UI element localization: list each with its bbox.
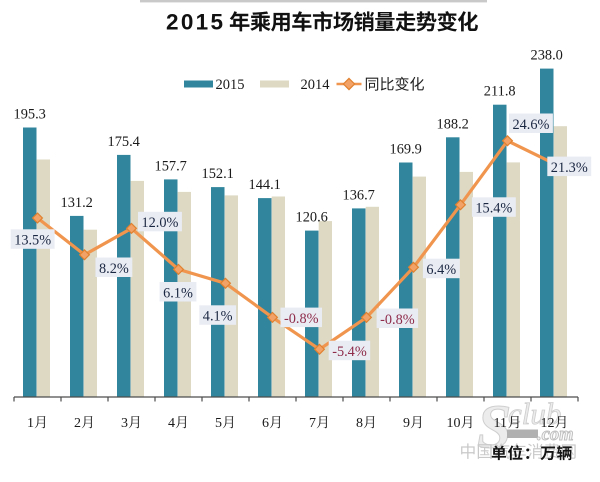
svg-text:136.7: 136.7 <box>343 187 375 203</box>
svg-text:12.0%: 12.0% <box>142 215 179 231</box>
svg-text:188.2: 188.2 <box>437 116 469 132</box>
svg-text:2015: 2015 <box>216 77 245 93</box>
svg-text:195.3: 195.3 <box>14 107 46 123</box>
svg-text:-5.4%: -5.4% <box>332 344 367 360</box>
svg-text:club: club <box>508 396 561 431</box>
svg-text:10: 10 <box>447 416 461 431</box>
svg-text:1: 1 <box>27 416 34 431</box>
svg-text:2: 2 <box>74 416 81 431</box>
svg-text:8: 8 <box>356 416 363 431</box>
svg-text:8.2%: 8.2% <box>99 261 129 277</box>
svg-text:.com: .com <box>537 425 573 445</box>
svg-text:6.1%: 6.1% <box>163 285 193 301</box>
svg-text:157.7: 157.7 <box>155 158 187 174</box>
svg-text:2014: 2014 <box>301 77 331 93</box>
svg-text:211.8: 211.8 <box>484 84 516 100</box>
svg-text:5: 5 <box>215 416 222 431</box>
svg-text:6: 6 <box>262 416 269 431</box>
svg-text:131.2: 131.2 <box>61 195 93 211</box>
svg-text:152.1: 152.1 <box>202 166 234 182</box>
svg-text:21.3%: 21.3% <box>551 160 588 176</box>
svg-text:3: 3 <box>121 416 128 431</box>
svg-text:4: 4 <box>168 416 175 431</box>
svg-text:169.9: 169.9 <box>390 142 422 158</box>
svg-text:120.6: 120.6 <box>296 210 328 226</box>
svg-text:11: 11 <box>494 416 507 431</box>
svg-text:238.0: 238.0 <box>531 48 563 64</box>
svg-text:6.4%: 6.4% <box>426 262 456 278</box>
svg-text:144.1: 144.1 <box>249 177 281 193</box>
svg-text:15.4%: 15.4% <box>475 201 512 217</box>
svg-text:12: 12 <box>541 416 555 431</box>
svg-text:-0.8%: -0.8% <box>284 311 319 327</box>
svg-text:-0.8%: -0.8% <box>380 312 415 328</box>
svg-text:24.6%: 24.6% <box>513 117 550 133</box>
svg-text:13.5%: 13.5% <box>14 233 51 249</box>
svg-text:7: 7 <box>309 416 316 431</box>
svg-text:4.1%: 4.1% <box>203 309 233 325</box>
svg-text:175.4: 175.4 <box>108 134 140 150</box>
svg-text:9: 9 <box>403 416 410 431</box>
